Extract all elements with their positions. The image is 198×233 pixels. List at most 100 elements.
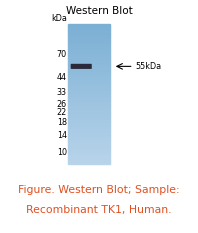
- Bar: [68, 133, 110, 134]
- Bar: [68, 105, 110, 106]
- Bar: [68, 122, 110, 123]
- Bar: [68, 89, 110, 90]
- Bar: [68, 100, 110, 101]
- Bar: [68, 137, 110, 139]
- Bar: [68, 104, 110, 105]
- Bar: [68, 26, 110, 27]
- Bar: [68, 68, 110, 69]
- Bar: [68, 154, 110, 155]
- Bar: [68, 56, 110, 57]
- Bar: [68, 24, 110, 26]
- Bar: [68, 161, 110, 162]
- Text: 44: 44: [57, 73, 67, 82]
- Bar: [68, 65, 110, 66]
- Text: 18: 18: [57, 118, 67, 127]
- Bar: [68, 43, 110, 44]
- Bar: [68, 111, 110, 112]
- Bar: [68, 30, 110, 31]
- Bar: [68, 70, 110, 71]
- Bar: [68, 73, 110, 75]
- Bar: [68, 130, 110, 132]
- Bar: [68, 49, 110, 50]
- Bar: [68, 156, 110, 157]
- Bar: [68, 72, 110, 73]
- Bar: [68, 37, 110, 38]
- Bar: [68, 71, 110, 72]
- Bar: [68, 143, 110, 144]
- Bar: [68, 62, 110, 63]
- Bar: [68, 48, 110, 49]
- Bar: [68, 34, 110, 35]
- Bar: [68, 163, 110, 164]
- Text: kDa: kDa: [51, 14, 67, 23]
- Bar: [68, 78, 110, 79]
- Bar: [68, 35, 110, 36]
- Text: 22: 22: [56, 108, 67, 117]
- Bar: [68, 94, 110, 96]
- Bar: [68, 98, 110, 99]
- Bar: [68, 91, 110, 92]
- Bar: [68, 144, 110, 146]
- Bar: [68, 66, 110, 68]
- Bar: [68, 93, 110, 94]
- Bar: [68, 82, 110, 83]
- Bar: [68, 108, 110, 110]
- Bar: [68, 148, 110, 149]
- Bar: [68, 54, 110, 55]
- Bar: [68, 116, 110, 118]
- Bar: [68, 153, 110, 154]
- Bar: [68, 149, 110, 150]
- Bar: [68, 64, 110, 65]
- Bar: [68, 113, 110, 114]
- Bar: [68, 31, 110, 33]
- Bar: [68, 135, 110, 136]
- Bar: [68, 29, 110, 30]
- Bar: [68, 123, 110, 125]
- Bar: [68, 33, 110, 34]
- Bar: [68, 76, 110, 77]
- Text: 26: 26: [57, 100, 67, 109]
- Bar: [68, 57, 110, 58]
- Bar: [68, 114, 110, 115]
- Bar: [68, 128, 110, 129]
- Bar: [68, 141, 110, 142]
- Bar: [68, 162, 110, 163]
- Bar: [68, 45, 110, 47]
- Bar: [68, 58, 110, 59]
- Bar: [68, 121, 110, 122]
- FancyBboxPatch shape: [71, 64, 92, 69]
- Bar: [68, 28, 110, 29]
- Bar: [68, 150, 110, 151]
- Text: Recombinant TK1, Human.: Recombinant TK1, Human.: [26, 205, 172, 215]
- Text: 14: 14: [57, 131, 67, 140]
- Text: 33: 33: [57, 88, 67, 97]
- Bar: [68, 44, 110, 45]
- Bar: [68, 125, 110, 126]
- Bar: [68, 136, 110, 137]
- Bar: [68, 103, 110, 104]
- Bar: [68, 119, 110, 120]
- Bar: [68, 146, 110, 147]
- Bar: [68, 107, 110, 108]
- Text: 70: 70: [57, 50, 67, 59]
- Bar: [68, 38, 110, 40]
- Bar: [68, 99, 110, 100]
- Bar: [68, 126, 110, 127]
- Bar: [68, 40, 110, 41]
- Bar: [68, 134, 110, 135]
- Bar: [68, 158, 110, 160]
- Bar: [68, 79, 110, 80]
- Text: Western Blot: Western Blot: [66, 6, 132, 16]
- Bar: [68, 63, 110, 64]
- Bar: [68, 115, 110, 116]
- Bar: [68, 160, 110, 161]
- Bar: [68, 110, 110, 111]
- Bar: [68, 61, 110, 62]
- Bar: [68, 59, 110, 61]
- Bar: [68, 112, 110, 113]
- Bar: [68, 155, 110, 156]
- Bar: [68, 151, 110, 153]
- Text: Figure. Western Blot; Sample:: Figure. Western Blot; Sample:: [18, 185, 180, 195]
- Bar: [68, 69, 110, 70]
- Bar: [68, 96, 110, 97]
